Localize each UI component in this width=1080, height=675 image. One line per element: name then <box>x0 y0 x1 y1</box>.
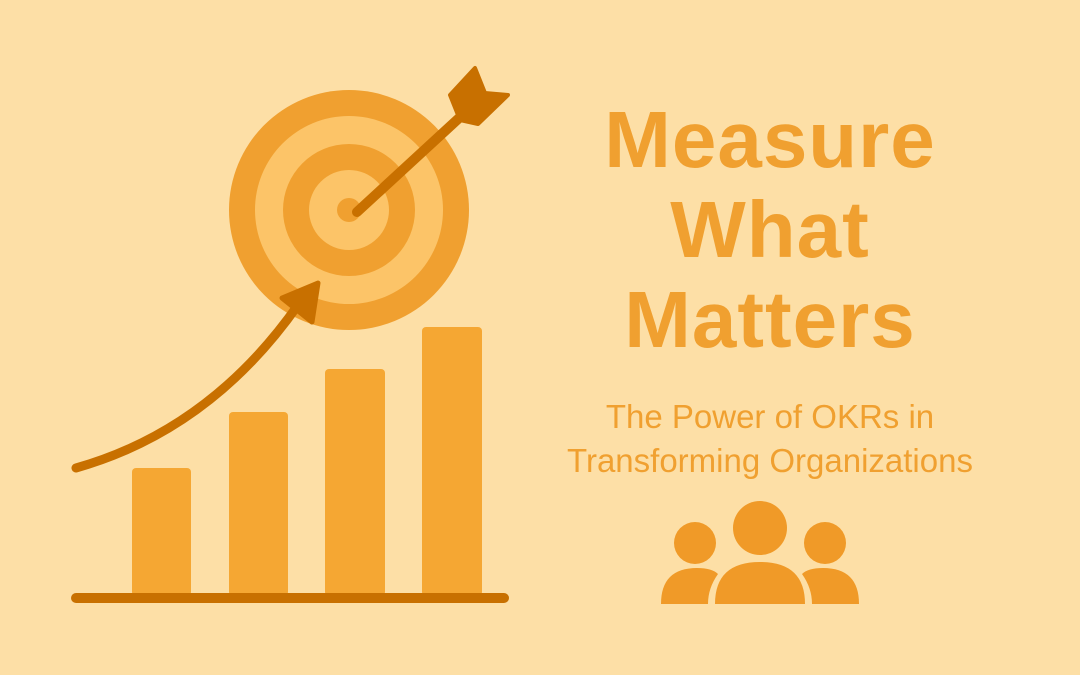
headline-line-1: Measure <box>604 95 936 184</box>
bar-chart-icon <box>71 327 509 603</box>
people-icon <box>661 501 859 604</box>
arrow-icon <box>352 66 510 217</box>
target-icon <box>229 90 469 330</box>
growth-arrow-icon <box>71 280 321 473</box>
subtitle-line-1: The Power of OKRs in <box>605 398 935 435</box>
bar <box>229 412 288 596</box>
headline-line-3: Matters <box>624 275 916 364</box>
bar <box>325 369 385 596</box>
bar <box>422 327 482 596</box>
bar <box>132 468 191 596</box>
subtitle-line-2: Transforming Organizations <box>567 442 973 479</box>
headline-line-2: What <box>670 185 870 274</box>
